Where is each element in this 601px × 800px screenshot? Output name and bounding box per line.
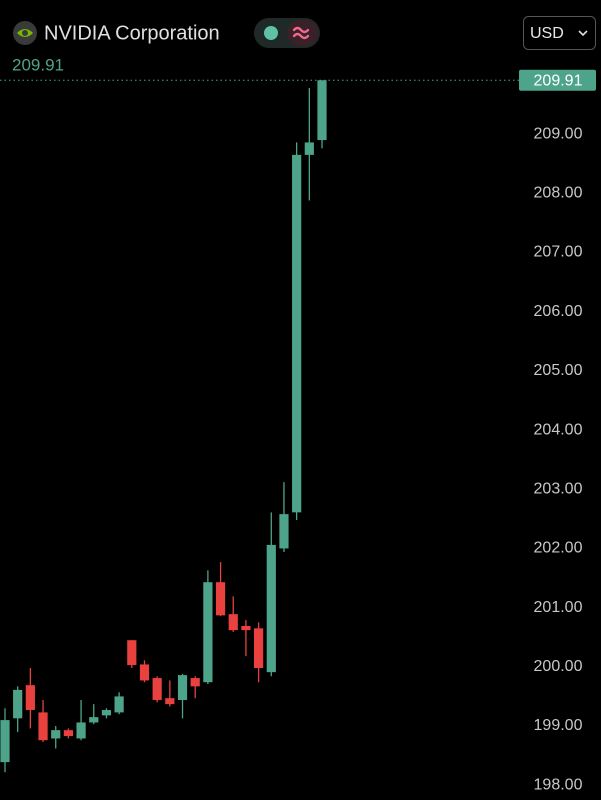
toggle-active[interactable]	[287, 20, 318, 46]
candle-body	[292, 154, 302, 513]
candle-body	[139, 664, 150, 681]
candle-body	[38, 712, 48, 741]
symbol-title: NVIDIA Corporation	[44, 22, 220, 44]
y-tick-label: 203.00	[534, 480, 583, 497]
y-tick-label: 209.00	[534, 125, 583, 142]
y-tick-label: 205.00	[534, 362, 583, 379]
candle-body	[228, 614, 238, 631]
currency-select[interactable]: USD	[523, 16, 596, 50]
select-chevron[interactable]	[578, 30, 588, 37]
last-price-label: 209.91	[534, 73, 583, 90]
candle-body	[13, 689, 23, 719]
y-tick-label: 199.00	[534, 717, 583, 734]
last-price-badge	[519, 69, 596, 91]
y-tick-label: 208.00	[534, 185, 583, 202]
header-price: 209.91	[12, 55, 64, 74]
toggle-wave[interactable]	[292, 26, 310, 40]
candle-body	[127, 640, 137, 666]
candle-body	[76, 722, 86, 739]
candle-body	[203, 582, 213, 683]
candle-body	[165, 698, 175, 705]
candle-body	[190, 678, 200, 687]
candle-body	[25, 685, 35, 711]
candle-body	[317, 80, 327, 141]
candle-body	[266, 544, 276, 673]
select-label[interactable]: USD	[530, 25, 564, 42]
y-tick-label: 207.00	[534, 244, 583, 261]
candle-body	[254, 628, 264, 669]
y-tick-label: 200.00	[534, 658, 583, 675]
logo-eye	[22, 30, 28, 36]
y-tick-label: 204.00	[534, 421, 583, 438]
y-tick-label: 206.00	[534, 303, 583, 320]
candle-body	[51, 730, 61, 739]
candle-body	[0, 720, 10, 763]
candle-body	[63, 730, 73, 737]
mode-toggle[interactable]	[254, 18, 320, 48]
select-box[interactable]	[523, 16, 596, 50]
logo	[13, 21, 37, 45]
candle-body	[304, 142, 314, 155]
candle-body	[152, 678, 162, 700]
candle-body	[215, 582, 226, 616]
y-tick-label: 198.00	[534, 776, 583, 793]
candle-body	[114, 696, 124, 713]
y-tick-label: 202.00	[534, 540, 583, 557]
candle-body	[177, 675, 188, 700]
y-tick-label: 201.00	[534, 599, 583, 616]
candle-body	[279, 514, 289, 549]
toggle-dot[interactable]	[264, 26, 278, 40]
candle-body	[89, 717, 99, 723]
candle-body	[241, 625, 251, 631]
candle-body	[101, 710, 112, 716]
